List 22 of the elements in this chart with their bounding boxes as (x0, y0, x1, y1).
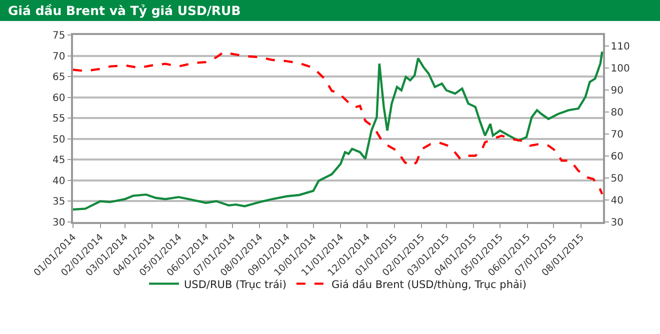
y-tick-label: 60 (52, 92, 66, 104)
y-tick-label: 65 (52, 72, 66, 84)
y2-tick-label: 100 (610, 64, 630, 74)
y2-tick-label: 80 (610, 108, 624, 118)
y2-tick-label: 40 (610, 196, 624, 206)
legend-label: Giá dầu Brent (USD/thùng, Trục phải) (331, 278, 526, 291)
y-tick-label: 70 (52, 51, 66, 62)
y-tick-label: 30 (52, 218, 66, 228)
y2-tick-label: 50 (610, 174, 624, 184)
y-tick-label: 55 (52, 114, 66, 125)
y-tick-label: 50 (52, 134, 66, 146)
y2-tick-label: 70 (610, 130, 624, 140)
chart-title: Giá dầu Brent và Tỷ giá USD/RUB (0, 0, 660, 21)
y2-tick-label: 110 (610, 42, 630, 52)
y-tick-label: 35 (52, 196, 66, 208)
y-tick-label: 75 (52, 30, 66, 42)
y-tick-label: 45 (52, 155, 66, 166)
y-tick-label: 40 (52, 176, 66, 187)
y2-tick-label: 90 (610, 86, 624, 96)
legend-label: USD/RUB (Trục trái) (184, 278, 286, 291)
y2-tick-label: 60 (610, 152, 624, 162)
y2-tick-label: 30 (610, 218, 624, 228)
